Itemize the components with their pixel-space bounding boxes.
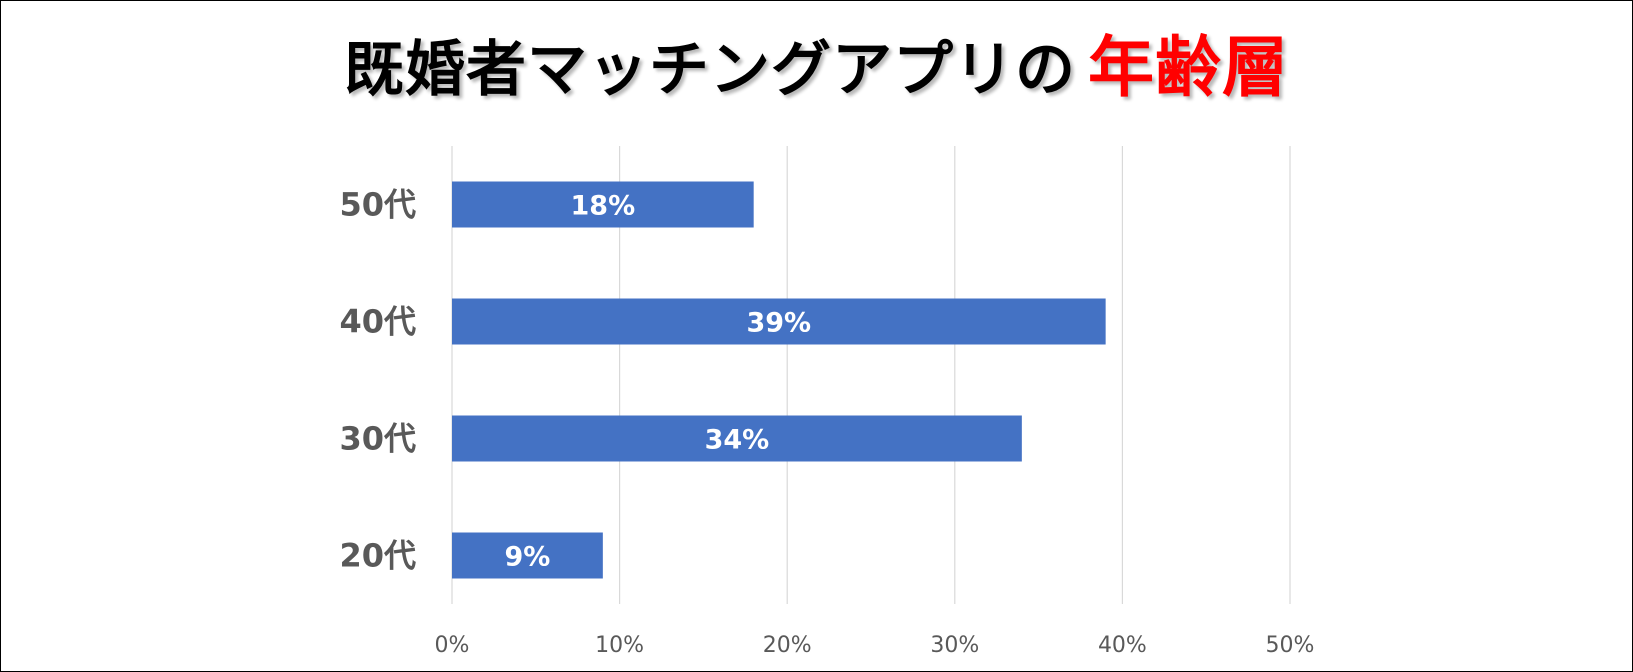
bar-2 bbox=[452, 415, 1022, 462]
x-tick-label: 40% bbox=[1098, 633, 1147, 658]
data-label: 39% bbox=[746, 308, 811, 339]
data-label: 34% bbox=[705, 425, 770, 456]
bars bbox=[452, 181, 1106, 579]
title-accent: 年齢層 bbox=[1088, 29, 1289, 106]
bar-0 bbox=[452, 181, 754, 228]
labels: 0% 10% 20% 30% 40% 50% 18% 50代 39% 40代 34% 30代 9% 20代 bbox=[339, 186, 1314, 659]
data-label: 9% bbox=[504, 542, 550, 573]
x-tick-label: 10% bbox=[595, 633, 644, 658]
category-label: 20代 bbox=[339, 537, 416, 575]
x-tick-label: 20% bbox=[763, 633, 812, 658]
category-label: 50代 bbox=[339, 186, 416, 224]
title-main: 既婚者マッチングアプリの bbox=[344, 35, 1076, 105]
gridlines bbox=[451, 146, 1291, 604]
data-label: 18% bbox=[571, 191, 636, 222]
chart-title: 既婚者マッチングアプリの 年齢層 bbox=[0, 28, 1633, 110]
bar-1 bbox=[452, 298, 1106, 345]
x-tick-label: 0% bbox=[435, 633, 470, 658]
x-tick-label: 50% bbox=[1266, 633, 1315, 658]
bar-3 bbox=[452, 532, 603, 579]
x-tick-label: 30% bbox=[930, 633, 979, 658]
category-label: 30代 bbox=[339, 420, 416, 458]
category-label: 40代 bbox=[339, 303, 416, 341]
